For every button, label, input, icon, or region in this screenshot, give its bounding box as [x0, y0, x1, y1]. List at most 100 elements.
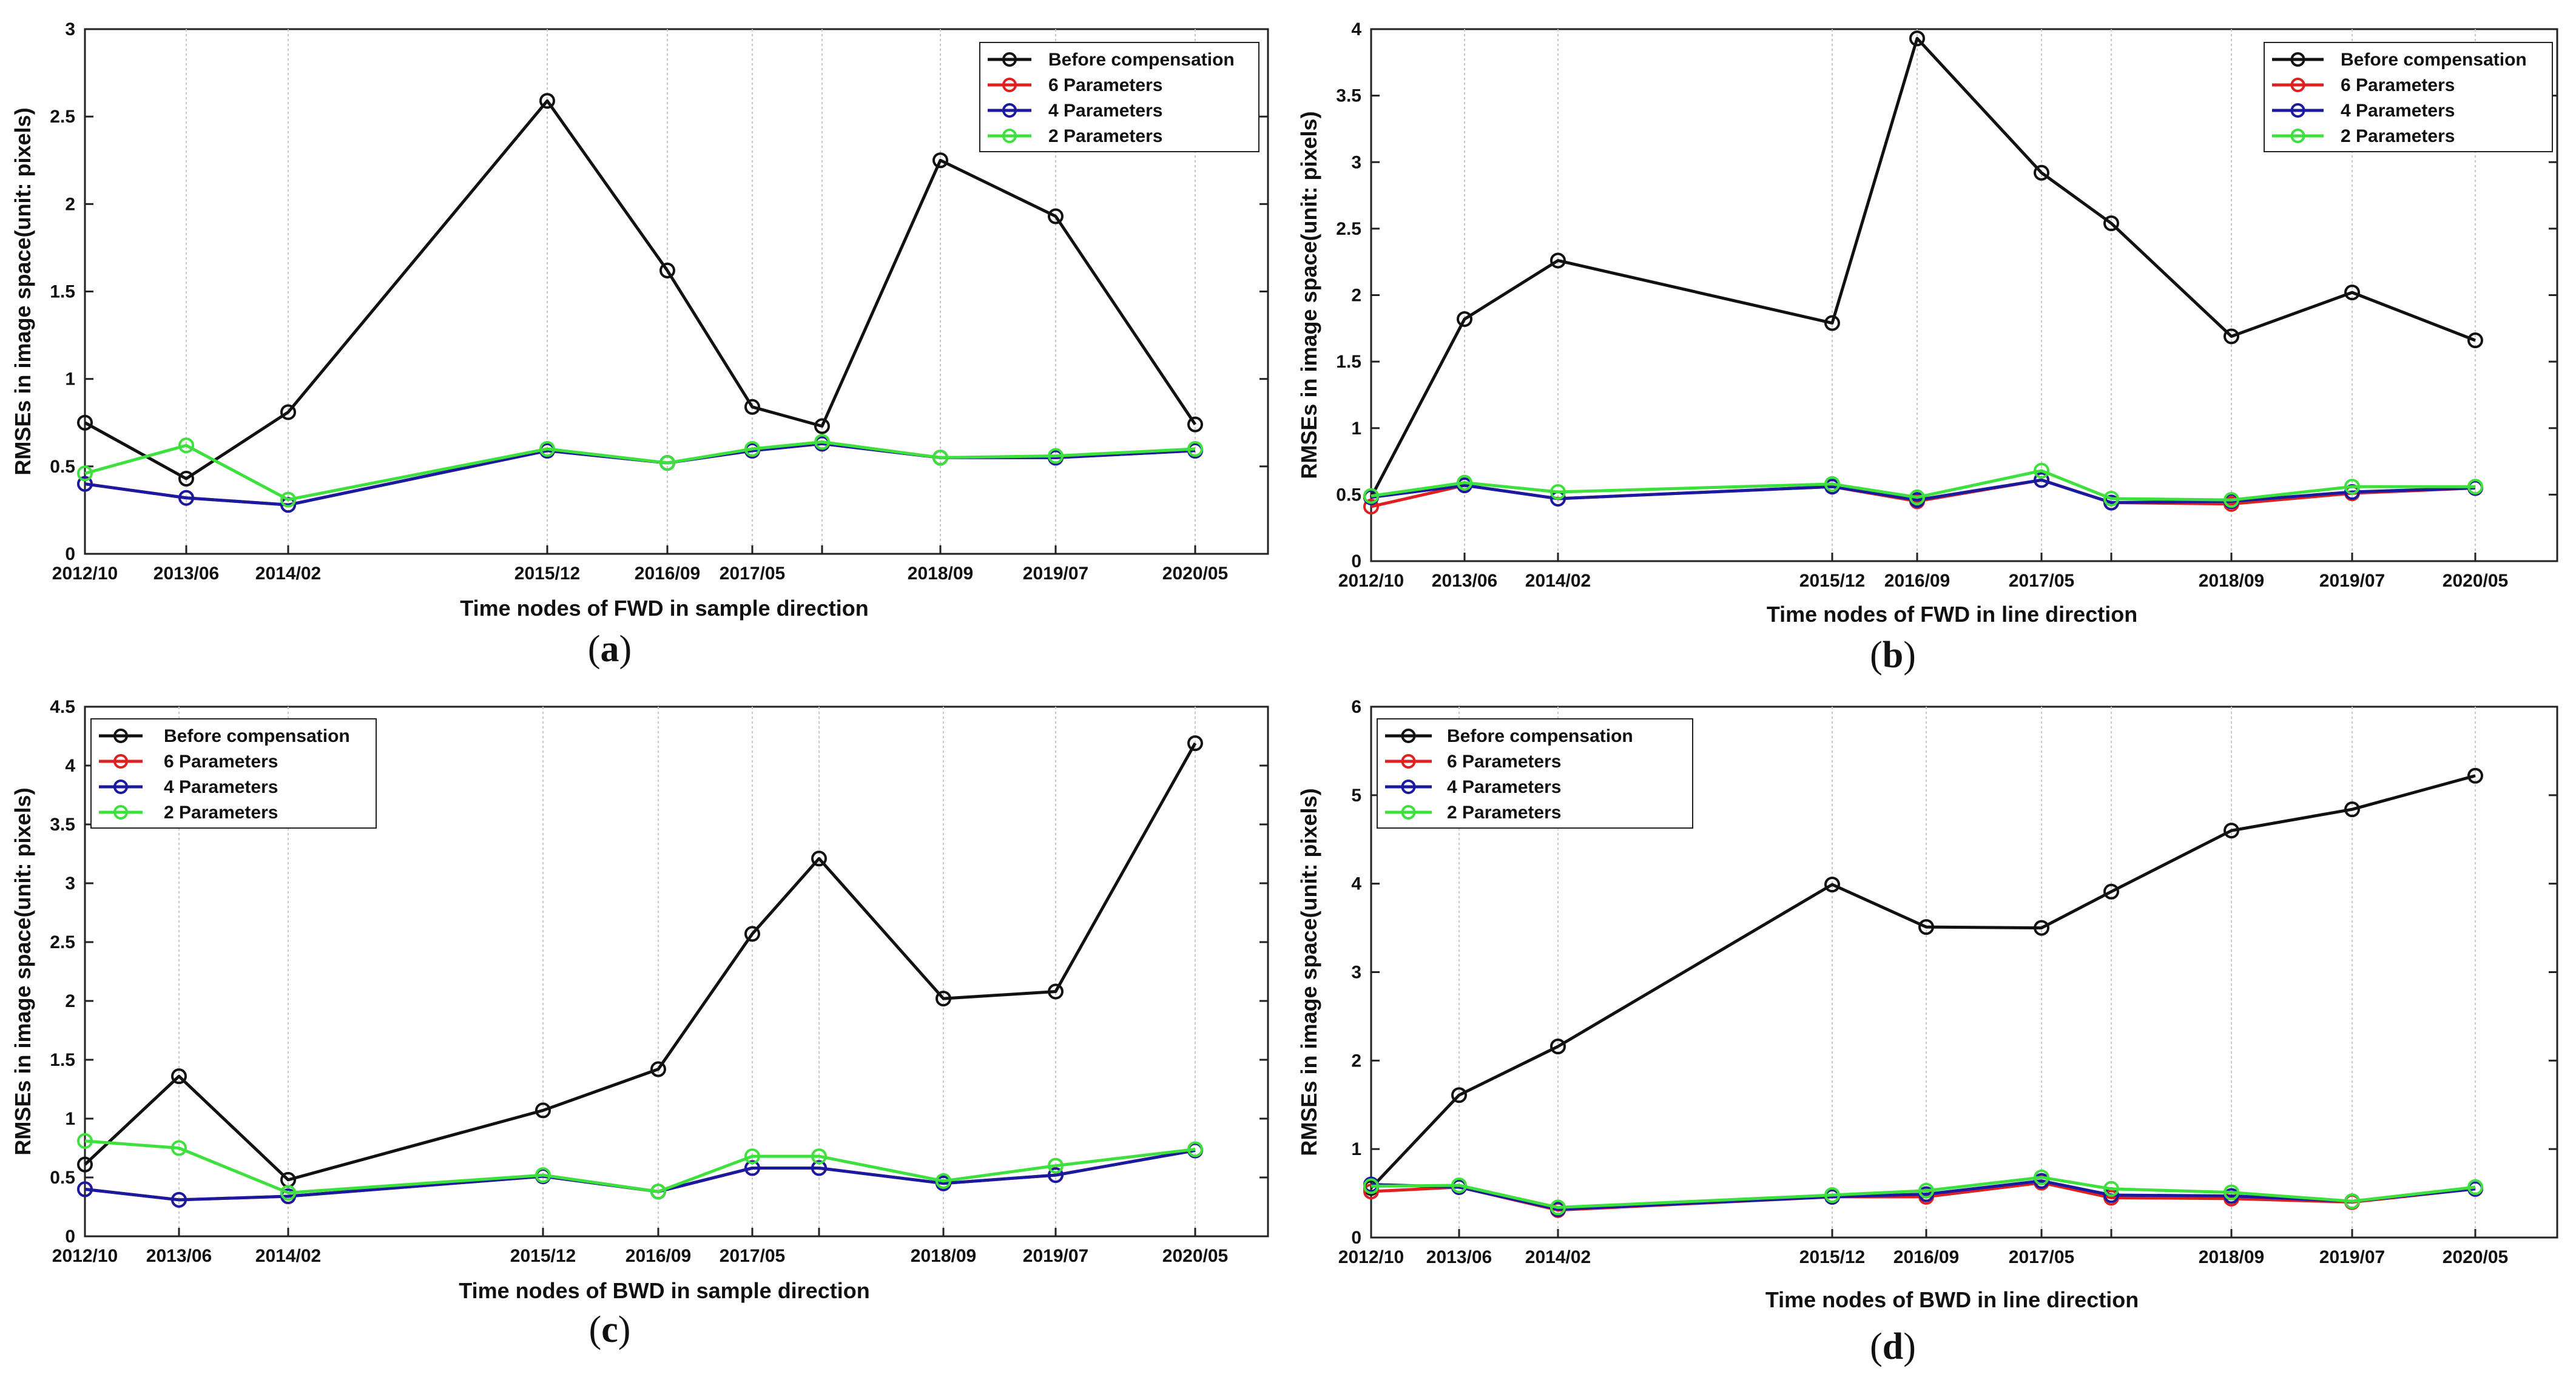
legend-swatch-marker — [113, 729, 128, 743]
y-tick-label: 1.5 — [50, 1050, 75, 1070]
data-point — [171, 1140, 187, 1156]
x-tick-label: 2012/10 — [1338, 1247, 1404, 1267]
data-point — [1187, 441, 1203, 457]
data-point — [2224, 1184, 2239, 1201]
data-point — [77, 1133, 93, 1149]
data-point — [659, 262, 675, 278]
legend-label: 2 Parameters — [164, 803, 278, 823]
legend-label: 4 Parameters — [1048, 101, 1162, 121]
data-point — [1187, 735, 1203, 752]
series-line — [1371, 478, 2476, 505]
data-point — [932, 450, 948, 466]
y-tick-label: 0.5 — [1336, 485, 1361, 505]
series-before-compensation — [77, 93, 1203, 487]
data-point — [178, 490, 194, 506]
data-point — [650, 1061, 666, 1077]
data-point — [1550, 1199, 1566, 1216]
panel-caption-letter: c — [601, 1309, 618, 1350]
data-point — [1918, 1182, 1934, 1199]
legend-swatch-marker — [1401, 754, 1416, 769]
x-tick-label: 2014/02 — [255, 564, 321, 584]
x-tick-label: 2018/09 — [908, 564, 973, 584]
legend-swatch-marker — [1401, 780, 1416, 794]
data-point — [1457, 474, 1472, 491]
legend-label: 4 Parameters — [1447, 777, 1561, 797]
legend-swatch-marker — [1002, 52, 1017, 67]
x-axis-label: Time nodes of FWD in sample direction — [460, 596, 868, 621]
chart-panel-b: 0 0.5 1 1.5 2 2.5 3 3.5 4 2012/10 2013/06 2014/02 20… — [1296, 19, 2558, 676]
data-point — [535, 1167, 551, 1184]
x-tick-label: 2019/07 — [1023, 564, 1088, 584]
x-tick-label: 2017/05 — [2009, 1247, 2074, 1267]
legend: Before compensation 6 Parameters 4 Paramet… — [90, 718, 377, 829]
data-point — [1363, 499, 1379, 515]
x-tick-label: 2018/09 — [911, 1246, 976, 1266]
x-tick-label: 2020/05 — [2443, 571, 2508, 591]
data-point — [77, 465, 93, 482]
data-point — [936, 991, 951, 1007]
x-tick-label: 2019/07 — [2319, 571, 2385, 591]
y-axis-label: RMSEs in image space(unit: pixels) — [10, 107, 35, 475]
x-tick-label: 2016/09 — [1884, 571, 1950, 591]
legend-label: Before compensation — [2341, 50, 2527, 70]
data-point — [2344, 285, 2360, 301]
data-point — [744, 1148, 760, 1165]
data-point — [1457, 311, 1472, 327]
panel-caption: (c) — [589, 1309, 631, 1350]
data-point — [744, 926, 760, 942]
y-tick-label: 4 — [65, 756, 75, 776]
legend: Before compensation 6 Parameters 4 Paramet… — [2264, 42, 2553, 152]
y-tick-label: 1 — [65, 369, 75, 389]
data-point — [1550, 483, 1566, 500]
data-point — [2467, 479, 2483, 495]
x-tick-label: 2012/10 — [52, 1246, 118, 1266]
data-point — [659, 455, 675, 471]
x-tick-label: 2016/09 — [635, 564, 700, 584]
legend-label: 4 Parameters — [2341, 101, 2455, 121]
series-line — [84, 440, 1196, 502]
x-tick-label: 2012/10 — [52, 564, 118, 584]
x-tick-label: 2015/12 — [1799, 571, 1865, 591]
data-point — [1824, 877, 1840, 893]
x-tick-label: 2015/12 — [510, 1246, 576, 1266]
data-point — [171, 1068, 187, 1085]
data-point — [1451, 1087, 1467, 1103]
x-tick-label: 2016/09 — [625, 1246, 691, 1266]
series-2-parameters — [1363, 462, 2483, 508]
series-line — [1371, 1176, 2476, 1209]
data-point — [1187, 416, 1203, 433]
data-point — [280, 404, 296, 420]
data-point — [1187, 1141, 1203, 1157]
legend: Before compensation 6 Parameters 4 Paramet… — [979, 42, 1259, 152]
legend-swatch-marker — [2290, 78, 2305, 92]
panel-caption: (b) — [1870, 635, 1916, 676]
data-point — [2034, 920, 2049, 936]
panel-caption: (d) — [1870, 1326, 1916, 1367]
y-tick-label: 0.5 — [50, 1168, 75, 1188]
x-tick-label: 2014/02 — [255, 1246, 321, 1266]
legend-swatch-marker — [2290, 129, 2305, 143]
x-tick-label: 2016/09 — [1893, 1247, 1959, 1267]
panel-caption-letter: b — [1883, 635, 1903, 676]
x-axis-label: Time nodes of BWD in line direction — [1765, 1287, 2139, 1312]
data-point — [77, 1181, 93, 1197]
data-point — [1363, 488, 1379, 504]
data-point — [811, 1160, 827, 1176]
legend-label: 6 Parameters — [164, 752, 278, 772]
data-point — [2034, 472, 2049, 488]
x-tick-label: 2018/09 — [2199, 1247, 2264, 1267]
data-point — [2344, 801, 2360, 818]
series-line — [1371, 469, 2475, 502]
y-tick-label: 2 — [65, 991, 75, 1011]
y-tick-label: 4 — [1351, 19, 1361, 39]
legend-label: 4 Parameters — [164, 777, 278, 797]
data-point — [171, 1191, 187, 1208]
legend-label: 2 Parameters — [1048, 126, 1162, 146]
data-point — [2467, 1179, 2483, 1195]
data-point — [77, 414, 93, 431]
data-point — [2034, 462, 2049, 479]
data-point — [1550, 1039, 1566, 1054]
data-point — [1363, 1178, 1379, 1194]
data-point — [814, 434, 830, 450]
